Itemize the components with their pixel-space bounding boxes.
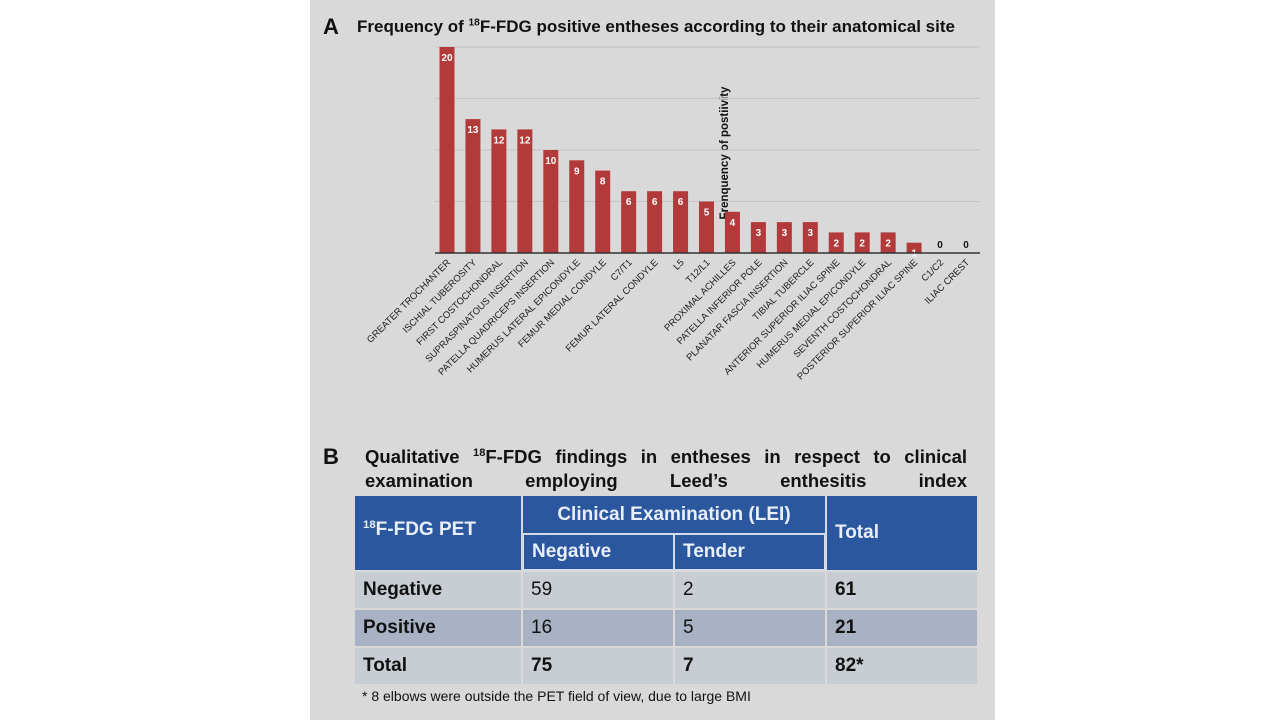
bar [569,160,585,253]
title-sup: 18 [468,17,480,29]
header-clinical: Clinical Examination (LEI) [523,496,825,533]
header-sup: 18 [363,519,376,531]
table-cell: 7 [675,648,825,684]
data-label: 6 [678,197,684,208]
title-text: Frequency of [357,17,469,36]
data-label: 3 [808,228,814,239]
table-title-line2: examination employing Leed’s enthesitis … [365,470,967,492]
bar [776,222,792,253]
panel-b-letter: B [323,444,339,469]
bar [491,129,507,253]
bar [543,150,559,253]
header-pet: 18 F-FDG PET [355,496,521,570]
header-negative: Negative [522,533,674,571]
bar [699,201,714,253]
data-label: 12 [493,135,505,146]
data-label: 8 [600,177,606,188]
header-pet-label: F-FDG PET [375,519,476,540]
bar [595,170,611,253]
data-label: 6 [652,197,658,208]
bar [906,242,922,253]
row-header: Negative [355,572,521,608]
data-label: 2 [859,238,865,249]
panel-a-letter: A [323,14,339,39]
x-tick-label: POSTERIOR SUPERIOR ILIAC SPINE [795,257,920,382]
chart-title: Frequency of 18F-FDG positive entheses a… [357,17,955,37]
title-text: F-FDG positive entheses according to the… [479,17,955,36]
row-header: Total [355,648,521,684]
footnote: * 8 elbows were outside the PET field of… [362,688,751,704]
table-cell: 21 [827,610,977,646]
data-label: 20 [441,53,453,64]
data-label: 3 [782,228,788,239]
bar [465,119,481,253]
bar [439,47,455,253]
table-cell: 75 [523,648,673,684]
title-sup: 18 [473,447,486,459]
data-label: 4 [730,218,736,229]
table-title: Qualitative 18F-FDG findings in entheses… [365,441,967,493]
bar [828,232,844,253]
data-label: 0 [937,240,943,251]
bar [724,211,740,253]
bar [802,222,818,253]
title-text: F-FDG findings in entheses in respect to… [485,446,967,468]
table-cell: 59 [523,572,673,608]
x-tick-label: L5 [671,257,686,272]
y-axis-label: Frenquency of postiivity [719,86,731,220]
data-label: 6 [626,197,632,208]
bar [621,191,637,253]
bar [854,232,870,253]
header-total: Total [827,496,977,570]
data-label: 9 [574,166,580,177]
header-tender: Tender [674,533,826,571]
table-cell: 2 [675,572,825,608]
bar [673,191,689,253]
bar [517,129,533,253]
bar [880,232,896,253]
data-label: 0 [963,240,969,251]
bar [647,191,663,253]
title-text: Qualitative [365,446,474,468]
table-title-line1: Qualitative 18F-FDG findings in entheses… [365,441,967,469]
data-label: 1 [911,249,917,260]
data-label: 10 [545,156,557,167]
data-label: 5 [704,208,710,219]
data-label: 2 [833,238,839,249]
bar [750,222,766,253]
data-label: 2 [885,238,891,249]
table-cell: 61 [827,572,977,608]
table-cell: 82* [827,648,977,684]
data-label: 3 [756,228,762,239]
table-cell: 5 [675,610,825,646]
row-header: Positive [355,610,521,646]
table-cell: 16 [523,610,673,646]
data-label: 13 [467,125,479,136]
data-label: 12 [519,135,531,146]
